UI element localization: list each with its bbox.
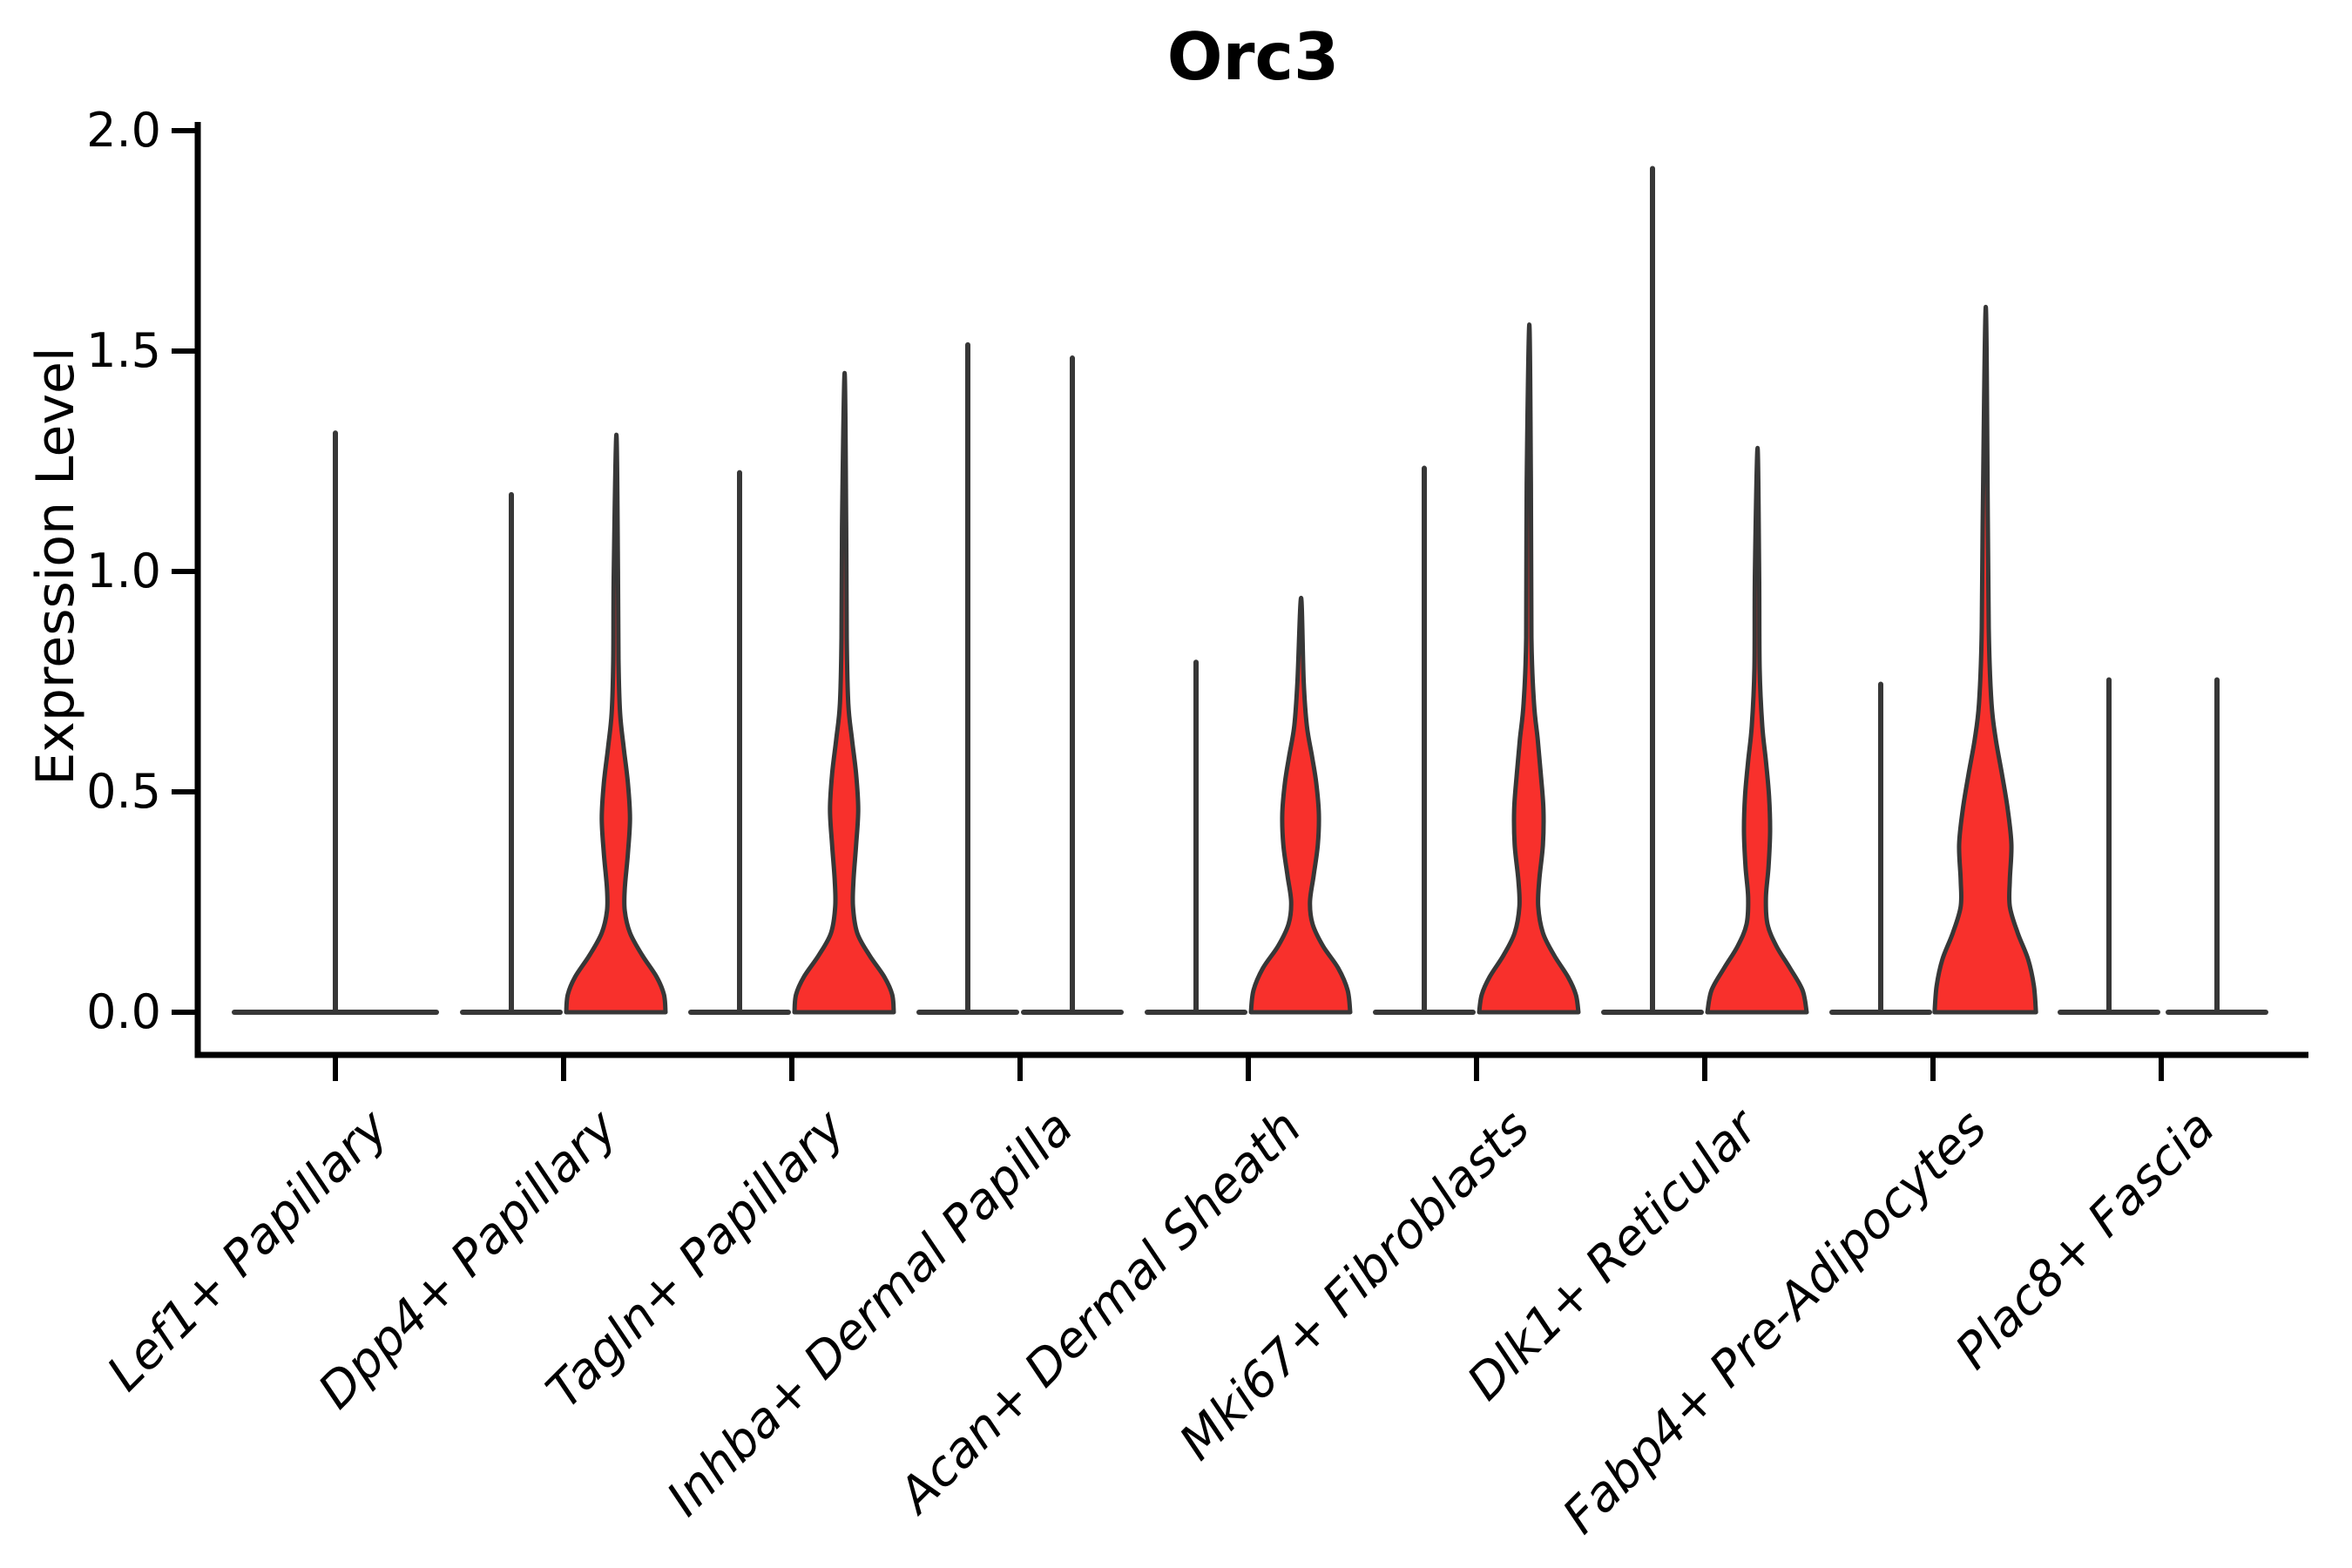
y-tick-label: 2.0 <box>86 103 161 158</box>
y-tick-label: 1.0 <box>86 544 161 598</box>
y-tick-label: 0.0 <box>86 984 161 1039</box>
violin-fabp4-pre-adipocytes-right <box>1932 304 2038 1015</box>
violin-dlk1-reticular-right <box>1705 445 1809 1015</box>
y-tick-label: 0.5 <box>86 764 161 819</box>
violin-mki67-fibroblasts-right <box>1477 322 1581 1015</box>
violin-acan-dermal-sheath-right <box>1248 595 1353 1015</box>
plot-title: Orc3 <box>1166 18 1340 95</box>
y-tick-label: 1.5 <box>86 323 161 378</box>
y-axis-label: Expression Level <box>25 347 86 786</box>
violin-dpp4-papillary-right <box>564 432 668 1015</box>
violin-tagln-papillary-right <box>792 370 896 1015</box>
